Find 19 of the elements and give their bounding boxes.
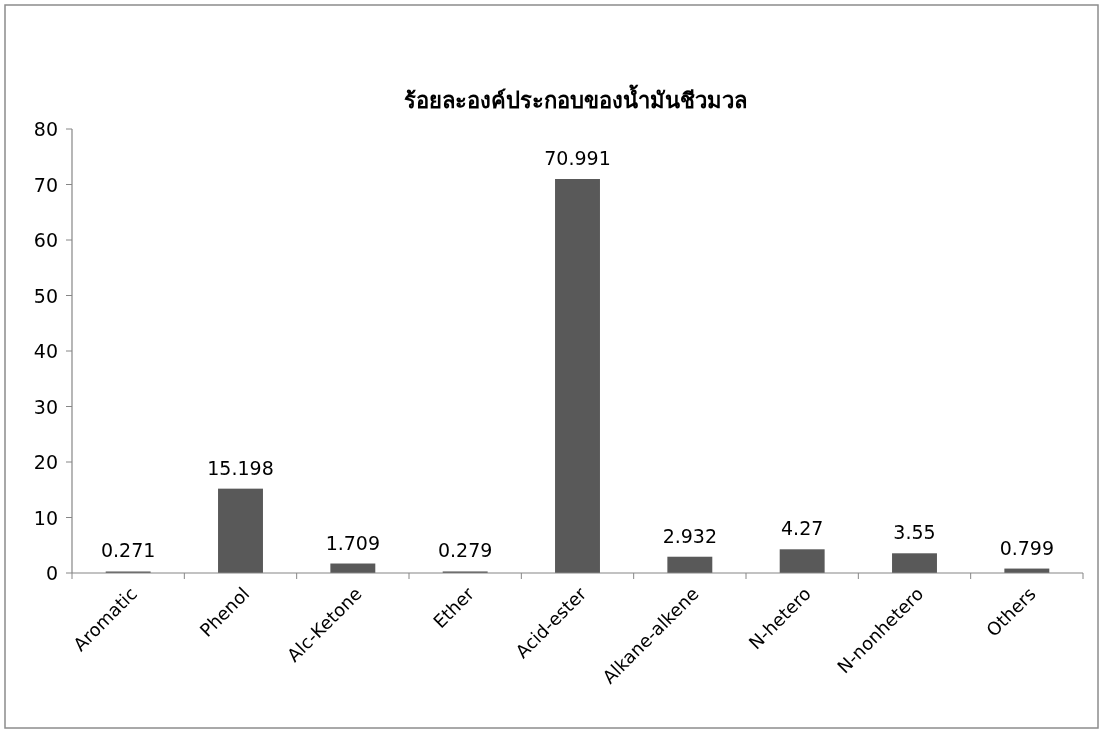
data-label: 4.27 xyxy=(781,517,824,540)
data-label: 0.279 xyxy=(437,539,493,562)
y-tick-label: 60 xyxy=(33,229,58,251)
y-tick-label: 50 xyxy=(33,284,58,307)
y-tick-label: 40 xyxy=(33,340,58,362)
data-label: 70.991 xyxy=(544,147,611,169)
y-tick-label: 0 xyxy=(45,562,58,584)
data-label: 1.709 xyxy=(325,531,381,554)
data-label: 2.932 xyxy=(662,524,718,547)
y-tick-label: 10 xyxy=(33,506,58,529)
data-label: 15.198 xyxy=(207,456,274,479)
data-label: 0.799 xyxy=(999,536,1055,559)
y-tick-label: 20 xyxy=(33,451,58,473)
y-tick-label: 80 xyxy=(33,118,58,140)
data-label: 0.271 xyxy=(100,539,156,562)
data-label: 3.55 xyxy=(893,521,936,544)
chart-title: ร้อยละองค์ประกอบของน้ำมันชีวมวล xyxy=(403,84,747,113)
y-tick-label: 70 xyxy=(33,173,58,196)
y-tick-label: 30 xyxy=(33,395,58,418)
